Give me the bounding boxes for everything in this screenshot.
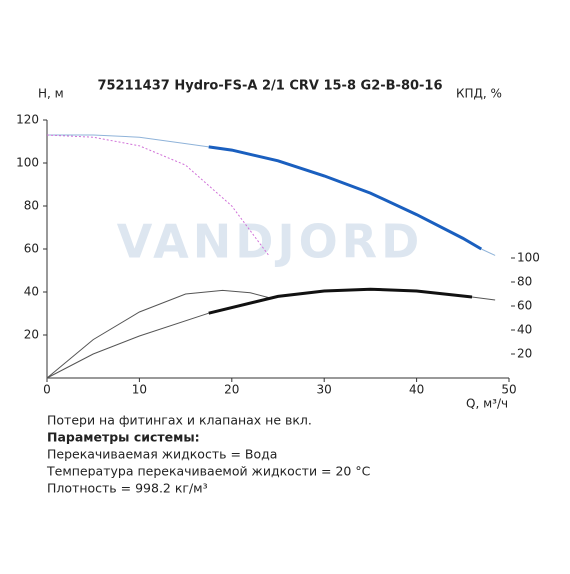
y2-tick-label: 100: [517, 251, 540, 265]
y-tick-label: 20: [24, 328, 39, 342]
curve: [46, 312, 209, 379]
y-axis-label: H, м: [38, 87, 64, 101]
x-tick-label: 10: [132, 383, 147, 397]
y2-tick-label: 80: [517, 275, 532, 289]
y2-tick-label: 20: [517, 347, 532, 361]
curve: [46, 289, 269, 379]
watermark: VANDJORD: [117, 215, 424, 269]
note: Параметры системы:: [47, 430, 200, 445]
x-tick-label: 0: [43, 383, 51, 397]
x-tick-label: 20: [224, 383, 239, 397]
curve: [208, 145, 483, 251]
note: Потери на фитингах и клапанах не вкл.: [47, 413, 312, 428]
y-tick-label: 60: [24, 242, 39, 256]
note: Перекачиваемая жидкость = Вода: [47, 447, 277, 462]
curve: [47, 134, 209, 148]
y-tick-label: 80: [24, 199, 39, 213]
y-tick-label: 100: [16, 156, 39, 170]
y2-tick-label: 40: [517, 323, 532, 337]
y-tick-label: 120: [16, 113, 39, 127]
x-tick-label: 30: [317, 383, 332, 397]
curve: [471, 296, 496, 301]
y-tick-label: 40: [24, 285, 39, 299]
x-tick-label: 50: [501, 383, 516, 397]
x-tick-label: 40: [409, 383, 424, 397]
curve: [208, 287, 473, 315]
note: Плотность = 998.2 кг/м³: [47, 481, 208, 496]
y2-axis-label: КПД, %: [456, 87, 502, 101]
curve: [481, 248, 496, 256]
x-axis-label: Q, м³/ч: [466, 397, 508, 411]
chart-title: 75211437 Hydro-FS-A 2/1 CRV 15-8 G2-B-80…: [97, 79, 442, 94]
note: Температура перекачиваемой жидкости = 20…: [46, 464, 371, 479]
y2-tick-label: 60: [517, 299, 532, 313]
